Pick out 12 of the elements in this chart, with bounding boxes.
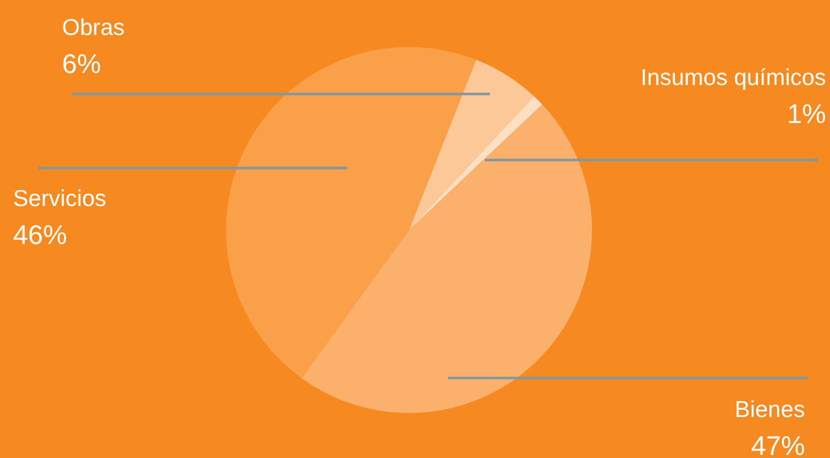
slice-label: Bienes	[734, 396, 805, 422]
data-label: 46%	[13, 220, 68, 250]
data-label: 1%	[786, 99, 826, 129]
pie-slice	[409, 96, 542, 230]
slice-label: Obras	[62, 14, 125, 40]
pie-slice	[226, 47, 476, 378]
pie-slice	[409, 60, 534, 230]
data-label: 6%	[62, 49, 102, 79]
pie-slice	[302, 104, 592, 413]
data-label: 47%	[750, 431, 805, 458]
slice-label: Servicios	[13, 185, 106, 211]
slice-label: Insumos químicos	[640, 64, 826, 90]
